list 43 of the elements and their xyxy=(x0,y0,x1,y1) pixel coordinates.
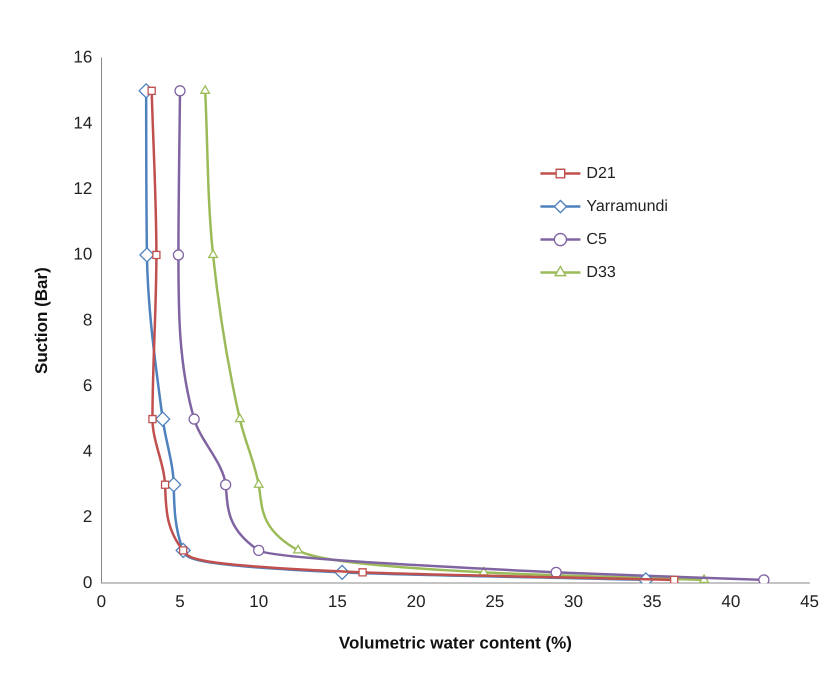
legend-label: D33 xyxy=(586,264,616,281)
point xyxy=(200,85,210,94)
point xyxy=(358,568,367,577)
y-tick-label: 6 xyxy=(82,376,92,395)
legend-label: C5 xyxy=(586,230,607,248)
x-tick-label: 0 xyxy=(96,592,106,612)
y-tick-label: 2 xyxy=(82,507,92,526)
point xyxy=(172,249,184,261)
x-tick-label: 20 xyxy=(406,592,426,612)
x-tick-label: 10 xyxy=(249,592,268,612)
y-tick-label: 12 xyxy=(73,178,92,198)
y-tick-label: 0 xyxy=(82,572,92,592)
y-tick-label: 16 xyxy=(73,48,92,67)
y-tick-label: 10 xyxy=(73,244,92,264)
point xyxy=(253,544,264,556)
x-axis-title: Volumetric water content (%) xyxy=(338,633,572,652)
x-tick-label: 25 xyxy=(485,592,504,612)
point xyxy=(234,413,245,422)
x-tick-label: 5 xyxy=(175,592,185,612)
x-tick-label: 35 xyxy=(642,592,662,612)
point xyxy=(758,574,770,584)
legend-label: Yarramundi xyxy=(586,198,668,215)
point xyxy=(220,479,232,490)
point xyxy=(148,414,157,424)
x-tick-label: 15 xyxy=(328,592,347,612)
point xyxy=(670,576,678,584)
point xyxy=(254,479,264,488)
point xyxy=(152,250,161,260)
y-axis-title: Suction (Bar) xyxy=(32,267,51,374)
y-tick-label: 8 xyxy=(82,310,92,330)
y-tick-label: 14 xyxy=(73,113,92,132)
point xyxy=(174,85,186,96)
point xyxy=(208,249,218,258)
x-tick-label: 45 xyxy=(800,592,820,612)
point xyxy=(160,480,170,489)
point xyxy=(188,413,200,425)
point xyxy=(155,411,170,427)
y-tick-label: 4 xyxy=(82,442,92,461)
x-tick-label: 40 xyxy=(721,592,740,612)
legend-label: D21 xyxy=(586,164,616,182)
point xyxy=(293,544,304,554)
x-tick-label: 30 xyxy=(564,592,583,612)
point xyxy=(147,86,156,96)
